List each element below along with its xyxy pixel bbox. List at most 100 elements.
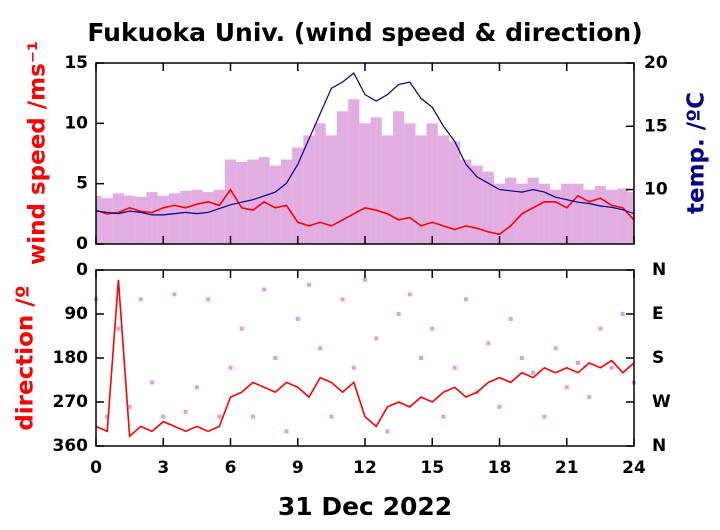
max-speed-bar — [359, 123, 371, 244]
direction-point — [385, 429, 390, 434]
x-tick-label: 15 — [420, 458, 444, 478]
direction-point — [273, 356, 278, 360]
max-speed-bar — [236, 161, 248, 244]
direction-point — [553, 346, 558, 351]
max-speed-bar — [292, 147, 304, 244]
max-speed-bar — [213, 189, 225, 244]
series-line — [95, 279, 635, 438]
series-line — [95, 72, 635, 216]
y-tick-label: 270 — [53, 392, 89, 412]
direction-point — [396, 312, 401, 316]
max-speed-bar — [482, 171, 494, 244]
max-speed-bar — [269, 165, 281, 244]
direction-point — [228, 365, 233, 370]
max-speed-bar — [493, 183, 506, 244]
direction-point — [138, 297, 143, 302]
y-axis-label: wind speed /ms⁻¹ — [25, 41, 51, 265]
max-speed-bar — [370, 117, 382, 244]
direction-point — [206, 297, 211, 302]
direction-point — [575, 360, 580, 365]
series-line — [95, 188, 635, 236]
y2-tick-label: E — [652, 304, 664, 324]
max-speed-bar — [96, 195, 102, 244]
direction-point — [363, 277, 367, 282]
y2-tick-label: 10 — [644, 180, 668, 200]
direction-point — [587, 395, 592, 400]
direction-point — [239, 326, 244, 331]
direction-point — [284, 429, 289, 434]
x-tick-label: 18 — [488, 458, 512, 478]
x-tick-label: 21 — [555, 458, 579, 478]
direction-point — [531, 370, 536, 375]
direction-point — [508, 316, 513, 321]
y-tick-label: 5 — [76, 174, 88, 194]
direction-point — [250, 414, 255, 419]
x-tick-label: 12 — [353, 458, 377, 478]
max-speed-bar — [336, 111, 349, 245]
direction-point — [452, 365, 457, 370]
direction-point — [183, 409, 188, 414]
direction-point — [497, 404, 502, 409]
x-tick-label: 3 — [157, 458, 169, 478]
max-speed-bar — [325, 135, 337, 244]
direction-point — [598, 326, 603, 331]
max-speed-bar — [538, 183, 550, 244]
y2-axis-label: temp. /ºC — [684, 92, 710, 214]
max-speed-bar — [527, 177, 539, 244]
max-speed-bar — [348, 99, 360, 244]
direction-point — [217, 414, 222, 419]
max-speed-bar — [247, 159, 259, 244]
x-tick-label: 24 — [622, 458, 646, 478]
direction-point — [306, 282, 311, 287]
direction-point — [620, 312, 625, 316]
y-tick-label: 0 — [76, 234, 88, 254]
direction-point — [351, 365, 356, 370]
max-speed-bar — [258, 157, 270, 244]
direction-point — [116, 326, 121, 331]
direction-point — [105, 414, 110, 419]
max-speed-bar — [561, 183, 573, 244]
x-tick-label: 6 — [225, 458, 237, 478]
direction-point — [295, 316, 300, 321]
max-speed-bar — [101, 198, 113, 244]
direction-point — [430, 326, 435, 331]
y-tick-label: 15 — [64, 53, 88, 73]
y2-tick-label: S — [652, 348, 664, 368]
direction-point — [463, 297, 468, 302]
max-speed-bar — [449, 141, 461, 244]
direction-point — [194, 385, 199, 390]
y-axis-label: direction /º — [13, 285, 39, 430]
plot-frame — [95, 269, 635, 447]
x-tick-label: 0 — [90, 458, 102, 478]
max-speed-bar — [572, 183, 584, 244]
x-tick-label: 9 — [292, 458, 304, 478]
max-speed-bar — [471, 165, 483, 244]
max-speed-bar — [415, 135, 427, 244]
direction-point — [407, 292, 412, 297]
y2-tick-label: N — [652, 260, 666, 280]
direction-point — [374, 336, 379, 341]
direction-point — [564, 385, 569, 390]
max-speed-bar — [393, 111, 405, 245]
max-speed-bar — [437, 135, 450, 244]
direction-point — [419, 356, 424, 360]
y-tick-label: 360 — [53, 436, 89, 456]
direction-point — [127, 404, 132, 409]
direction-point — [340, 297, 345, 302]
direction-point — [172, 292, 177, 297]
max-speed-bar — [157, 195, 169, 244]
y-tick-label: 180 — [53, 348, 89, 368]
y2-tick-label: N — [652, 436, 666, 456]
max-speed-bar — [303, 135, 315, 244]
y2-tick-label: 20 — [644, 53, 668, 73]
max-speed-bar — [617, 188, 629, 244]
direction-point — [329, 414, 334, 419]
max-speed-bar — [583, 189, 595, 244]
max-speed-bar — [381, 135, 394, 244]
max-speed-bar — [404, 123, 416, 244]
direction-point — [609, 365, 614, 370]
max-speed-bar — [426, 123, 438, 244]
max-speed-bar — [135, 196, 147, 244]
max-speed-bar — [224, 159, 237, 244]
